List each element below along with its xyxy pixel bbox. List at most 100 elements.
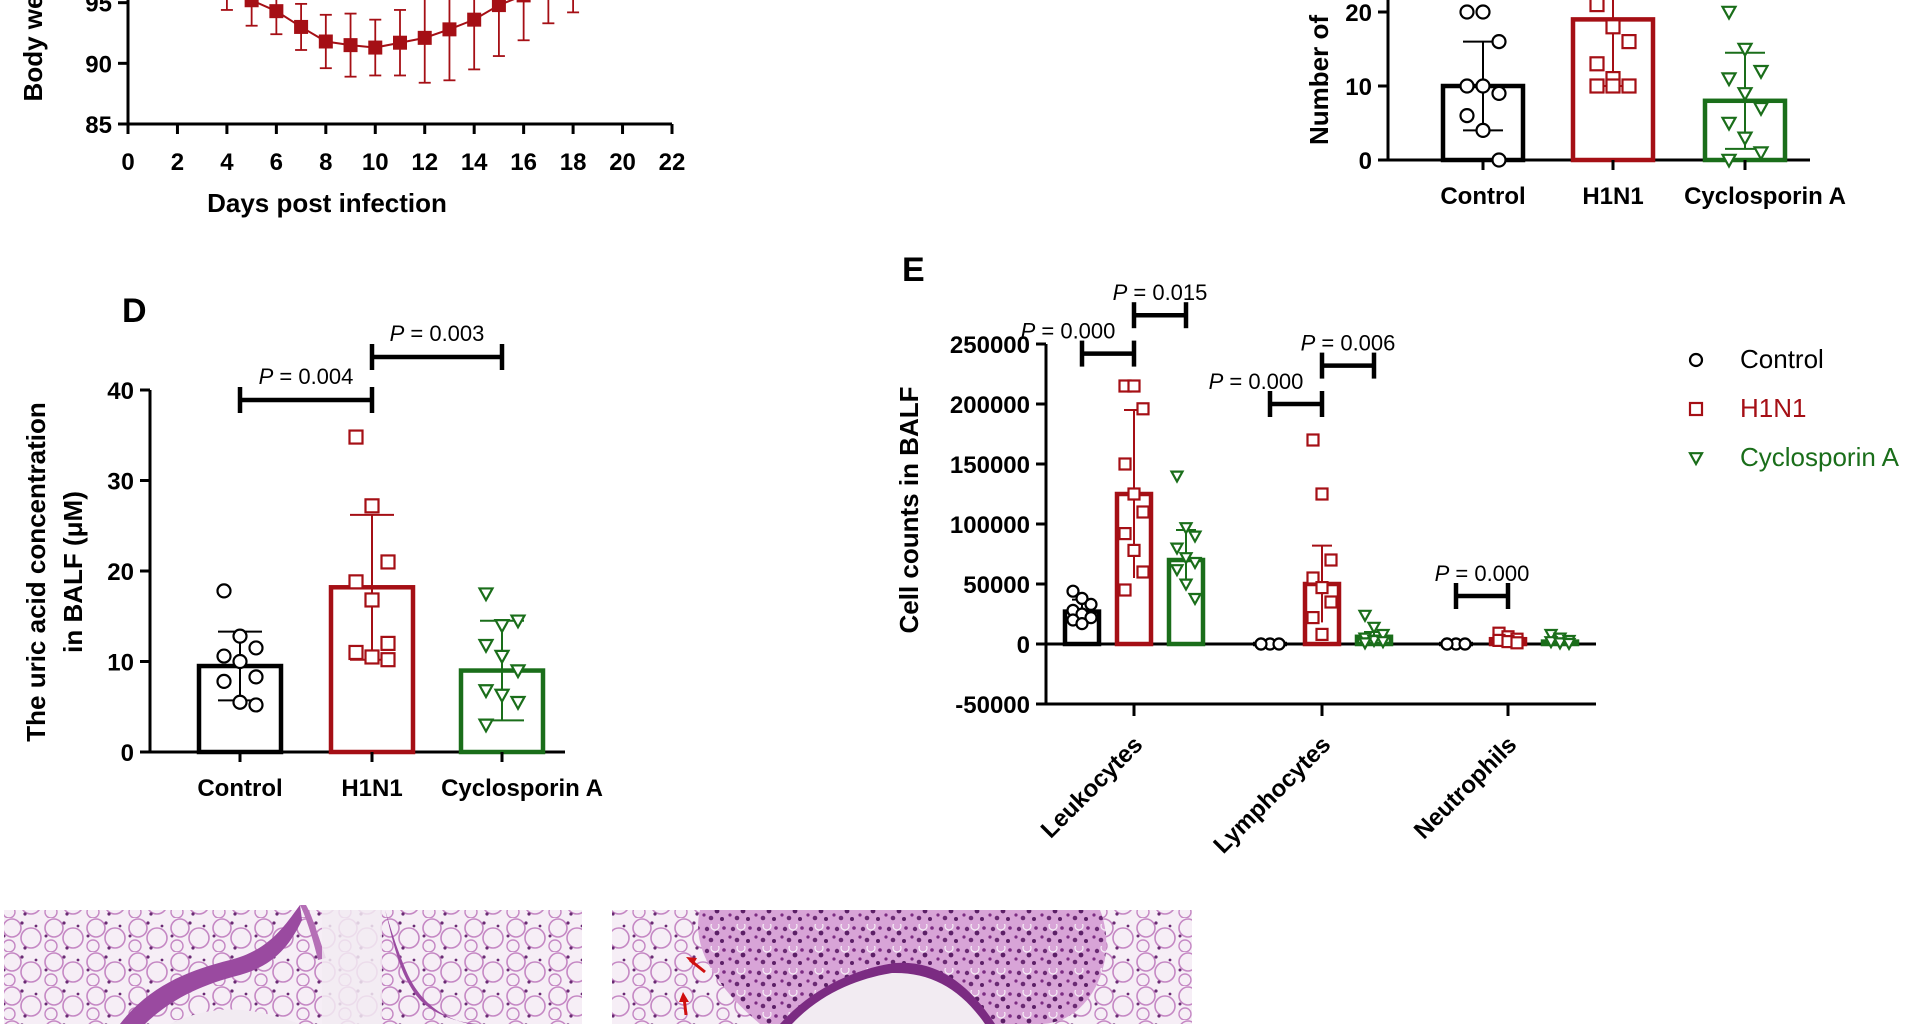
panel-e-data-point bbox=[1324, 553, 1338, 567]
panel-c-data-point bbox=[1491, 85, 1507, 102]
panel-c-data-point bbox=[1459, 4, 1475, 20]
panel-b-data-point bbox=[318, 34, 333, 49]
panel-e-data-point bbox=[1187, 592, 1203, 607]
panel-e-data-point bbox=[1543, 628, 1559, 643]
panel-e-data-point bbox=[1136, 565, 1150, 579]
panel-e-data-point bbox=[1510, 636, 1524, 650]
panel-b-data-point bbox=[294, 19, 309, 34]
panel-c-y-tick-label: 10 bbox=[1345, 74, 1372, 101]
panel-d-data-point bbox=[232, 628, 248, 644]
panel-c-data-point bbox=[1752, 101, 1770, 117]
panel-d-data-point bbox=[477, 718, 495, 734]
panel-b-data-point bbox=[368, 40, 383, 55]
panel-e-p-value-label: P = 0.006 bbox=[1301, 331, 1396, 356]
panel-e-data-point bbox=[1127, 487, 1141, 501]
panel-e-data-point bbox=[1169, 542, 1185, 556]
panel-c-data-point bbox=[1720, 116, 1738, 132]
panel-c-data-point bbox=[1736, 87, 1754, 103]
panel-e-data-point bbox=[1315, 627, 1329, 642]
panel-b-x-tick-label: 8 bbox=[319, 149, 332, 176]
panel-c-data-point bbox=[1491, 152, 1507, 168]
panel-e-x-tick-label: Leukocytes bbox=[1036, 731, 1148, 843]
panel-e-data-point bbox=[1169, 470, 1185, 484]
panel-e-p-value-label: P = 0.015 bbox=[1113, 280, 1208, 305]
panel-e-legend-marker bbox=[1688, 352, 1704, 368]
panel-c-data-point bbox=[1736, 42, 1754, 58]
panel-e-data-point bbox=[1561, 637, 1577, 652]
panel-e-data-point bbox=[1272, 637, 1286, 651]
panel-d-data-point bbox=[380, 554, 396, 570]
panel-b-x-tick-label: 0 bbox=[121, 149, 134, 176]
panel-d-data-point bbox=[248, 669, 264, 685]
panel-e-data-point bbox=[1178, 578, 1194, 592]
panel-b-data-point bbox=[393, 35, 407, 50]
panel-e-legend-label: H1N1 bbox=[1740, 393, 1806, 423]
histology-control-image bbox=[4, 905, 582, 1024]
panel-c-data-point bbox=[1605, 78, 1621, 94]
panel-d-y-axis-label-line2: in BALF (μM) bbox=[58, 491, 88, 653]
panel-e-legend-marker bbox=[1688, 452, 1704, 467]
panel-e-data-point bbox=[1315, 580, 1329, 595]
panel-d-data-point bbox=[216, 673, 232, 690]
panel-e-legend-label: Control bbox=[1740, 344, 1824, 374]
panel-c-x-tick-label: H1N1 bbox=[1582, 183, 1643, 210]
panel-e-x-tick-label: Lymphocytes bbox=[1208, 731, 1336, 859]
panel-d-data-point bbox=[509, 614, 527, 630]
panel-d-p-value-label: P = 0.003 bbox=[390, 321, 485, 346]
panel-e-p-value-label: P = 0.000 bbox=[1021, 319, 1116, 344]
panel-d-data-point bbox=[477, 684, 495, 700]
panel-d-data-point bbox=[477, 587, 495, 603]
panel-d-x-tick-label: H1N1 bbox=[341, 775, 402, 802]
panel-b-y-axis-label: Body we bbox=[18, 0, 48, 101]
panel-d-x-tick-label: Cyclosporin A bbox=[441, 775, 603, 802]
histology-images bbox=[4, 905, 1192, 1024]
panel-e-data-point bbox=[1187, 556, 1203, 571]
panel-e-data-point bbox=[1440, 637, 1454, 651]
panel-e-legend-label: Cyclosporin A bbox=[1740, 442, 1900, 472]
panel-c-y-axis-label: Number of bbox=[1304, 15, 1334, 145]
panel-c-data-point bbox=[1720, 72, 1738, 88]
panel-b-x-tick-label: 14 bbox=[461, 149, 488, 176]
panel-e-y-tick-label: -50000 bbox=[955, 692, 1030, 719]
panel-d-data-point bbox=[216, 648, 232, 664]
panel-b-x-tick-label: 6 bbox=[270, 149, 283, 176]
panel-c-y-tick-label: 0 bbox=[1359, 148, 1372, 175]
panel-e-data-point bbox=[1552, 637, 1568, 651]
panel-e-data-point bbox=[1357, 637, 1373, 651]
panel-b-y-tick-label: 95 bbox=[85, 0, 112, 18]
panel-d-y-axis-label-line1: The uric acid concentration bbox=[21, 402, 51, 742]
panel-d-x-tick-label: Control bbox=[197, 775, 282, 802]
panel-e-y-axis-label: Cell counts in BALF bbox=[894, 387, 924, 634]
panel-c-x-tick-label: Control bbox=[1440, 183, 1525, 210]
panel-c-data-point bbox=[1736, 131, 1754, 147]
panel-e-data-point bbox=[1136, 402, 1150, 416]
panel-d-data-point bbox=[232, 694, 248, 710]
panel-e-data-point bbox=[1375, 636, 1391, 650]
panel-e-data-point bbox=[1118, 583, 1132, 597]
panel-e-data-point bbox=[1127, 543, 1141, 558]
panel-d-data-point bbox=[364, 498, 380, 514]
histology-h1n1-image bbox=[612, 910, 1192, 1024]
panel-e-y-tick-label: 100000 bbox=[950, 512, 1030, 539]
panel-e-data-point bbox=[1118, 526, 1132, 541]
panel-e-y-tick-label: 150000 bbox=[950, 452, 1030, 479]
panel-e-data-point bbox=[1169, 564, 1185, 578]
panel-c-x-tick-label: Cyclosporin A bbox=[1684, 183, 1846, 210]
panel-b-x-axis-label: Days post infection bbox=[207, 188, 447, 218]
panel-d-data-point bbox=[477, 638, 495, 654]
panel-d-y-tick-label: 10 bbox=[107, 650, 134, 677]
panel-e-y-tick-label: 200000 bbox=[950, 392, 1030, 419]
panel-e-data-point bbox=[1458, 637, 1472, 651]
panel-d-data-point bbox=[248, 640, 264, 656]
panel-e-data-point bbox=[1136, 505, 1150, 519]
panel-e-x-tick-label: Neutrophils bbox=[1409, 731, 1522, 844]
panel-d-data-point bbox=[493, 688, 511, 704]
panel-e-data-point bbox=[1324, 595, 1338, 609]
panel-c-data-point bbox=[1475, 78, 1491, 94]
panel-c-data-point bbox=[1491, 33, 1507, 50]
panel-c-data-point bbox=[1621, 33, 1637, 50]
panel-e-letter: E bbox=[902, 251, 925, 289]
panel-c-data-point bbox=[1605, 19, 1621, 35]
